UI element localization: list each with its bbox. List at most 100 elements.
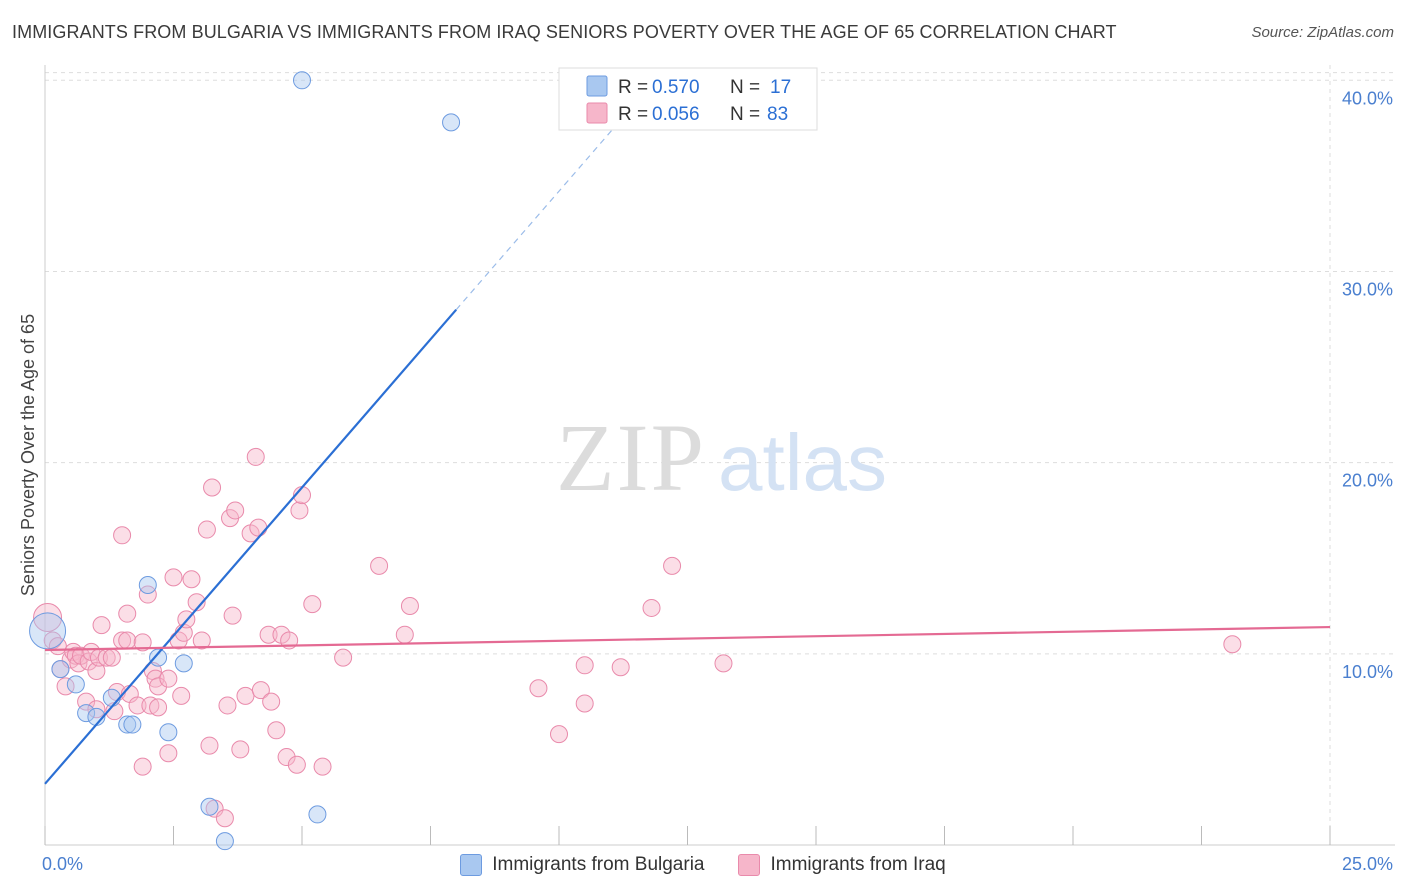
iraq-point-62 (267, 721, 286, 740)
bulgaria-swatch (460, 854, 483, 876)
bulgaria-point-7 (123, 715, 142, 734)
iraq-point-23 (118, 631, 137, 650)
iraq-point-77 (575, 656, 594, 675)
bulgaria-points (29, 71, 461, 851)
y-tick-label-3: 40.0% (1342, 88, 1393, 108)
iraq-point-61 (262, 692, 281, 711)
iraq-point-50 (218, 696, 237, 715)
bulgaria-point-5 (102, 688, 121, 707)
bulgaria-trend-extension (455, 72, 663, 311)
iraq-point-44 (192, 631, 211, 650)
legend-swatch-iraq (586, 102, 608, 124)
x-tick-label-1: 25.0% (1342, 854, 1393, 874)
iraq-point-73 (395, 625, 414, 644)
iraq-point-43 (187, 593, 206, 612)
bulgaria-point-1 (51, 660, 70, 679)
bulgaria-point-15 (308, 805, 327, 824)
series-legend-bulgaria[interactable]: Immigrants from Bulgaria (460, 854, 704, 876)
iraq-point-49 (215, 809, 234, 828)
iraq-point-29 (138, 585, 157, 604)
series-legend-iraq-label: Immigrants from Iraq (770, 854, 946, 875)
iraq-point-46 (203, 478, 222, 497)
iraq-point-71 (334, 648, 353, 667)
iraq-point-59 (251, 681, 270, 700)
y-tick-label-1: 20.0% (1342, 471, 1393, 491)
source-label: Source: ZipAtlas.com (1251, 24, 1394, 41)
bulgaria-point-10 (159, 723, 178, 742)
iraq-point-74 (400, 597, 419, 616)
iraq-point-26 (128, 696, 147, 715)
iraq-point-36 (159, 744, 178, 763)
iraq-point-70 (313, 757, 332, 776)
iraq-point-64 (277, 748, 296, 767)
y-tick-label-0: 10.0% (1342, 662, 1393, 682)
y-tick-label-2: 30.0% (1342, 279, 1393, 299)
iraq-point-22 (113, 526, 132, 545)
iraq-point-52 (223, 606, 242, 625)
bulgaria-trend-line (44, 308, 458, 785)
iraq-point-67 (290, 501, 309, 520)
x-tick-label-0: 0.0% (42, 854, 83, 874)
iraq-point-60 (259, 625, 278, 644)
legend-r-value-bulgaria: 0.570 (652, 77, 700, 98)
iraq-point-83 (1223, 635, 1242, 654)
legend-r-value-iraq: 0.056 (652, 104, 700, 125)
bulgaria-point-12 (200, 797, 219, 816)
y-axis-label: Seniors Poverty Over the Age of 65 (18, 314, 38, 596)
bulgaria-point-16 (442, 113, 461, 132)
iraq-point-45 (197, 520, 216, 539)
bulgaria-point-8 (138, 576, 157, 594)
iraq-point-58 (249, 518, 268, 537)
iraq-point-54 (231, 740, 250, 759)
x-tick-labels: 0.0% 25.0% (42, 854, 1393, 874)
iraq-point-69 (303, 595, 322, 614)
watermark: ZIP atlas (556, 404, 887, 511)
series-legend-iraq[interactable]: Immigrants from Iraq (738, 854, 946, 876)
iraq-point-72 (370, 556, 389, 575)
iraq-point-81 (663, 556, 682, 575)
series-legend: Immigrants from Bulgaria Immigrants from… (0, 850, 1406, 880)
correlation-legend: R = 0.570 N = 17 R = 0.056 N = 83 (558, 67, 818, 131)
iraq-point-18 (102, 648, 121, 667)
iraq-point-57 (246, 447, 265, 466)
iraq-point-13 (87, 700, 106, 719)
iraq-point-16 (92, 616, 111, 635)
iraq-point-75 (529, 679, 548, 698)
axes (44, 65, 1395, 846)
legend-n-label-bulgaria: N = (730, 77, 765, 98)
legend-n-value-iraq: 83 (767, 104, 788, 125)
iraq-point-39 (172, 686, 191, 705)
trend-lines (44, 72, 1331, 785)
iraq-point-79 (611, 658, 630, 677)
iraq-point-53 (226, 501, 245, 520)
bulgaria-point-3 (77, 704, 96, 723)
iraq-point-0 (33, 603, 63, 632)
iraq-point-37 (164, 568, 183, 587)
y-tick-labels: 10.0% 20.0% 30.0% 40.0% (1342, 88, 1393, 682)
bulgaria-point-9 (149, 648, 168, 667)
watermark-zip: ZIP (556, 404, 706, 511)
iraq-point-33 (149, 677, 168, 696)
legend-n-value-bulgaria: 17 (770, 77, 791, 98)
iraq-point-47 (200, 736, 219, 755)
iraq-point-30 (141, 696, 160, 715)
bulgaria-point-2 (66, 675, 85, 694)
bulgaria-point-11 (174, 654, 193, 673)
iraq-point-78 (575, 694, 594, 713)
iraq-point-27 (133, 633, 152, 652)
iraq-point-35 (159, 669, 178, 688)
iraq-point-14 (87, 662, 106, 681)
iraq-point-24 (118, 604, 137, 623)
legend-r-label-bulgaria: R = (618, 77, 653, 98)
iraq-point-55 (236, 686, 255, 705)
iraq-point-42 (182, 570, 201, 589)
iraq-point-76 (550, 725, 568, 744)
iraq-point-34 (149, 698, 168, 717)
legend-r-label-iraq: R = (618, 104, 653, 125)
iraq-point-80 (642, 598, 661, 617)
bulgaria-point-0 (29, 612, 67, 650)
chart-title: IMMIGRANTS FROM BULGARIA VS IMMIGRANTS F… (12, 22, 1117, 42)
iraq-point-28 (133, 757, 152, 776)
iraq-trend-line (44, 625, 1331, 652)
